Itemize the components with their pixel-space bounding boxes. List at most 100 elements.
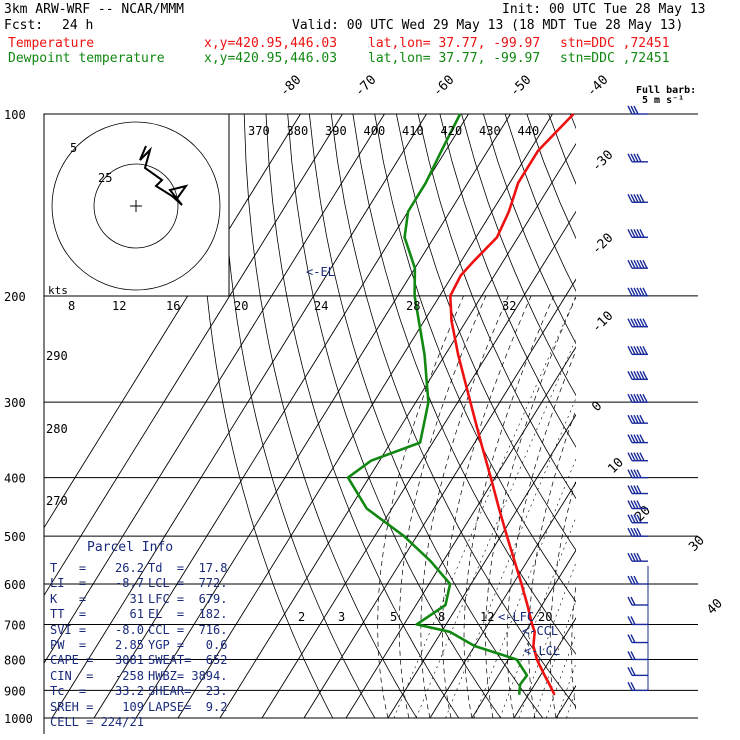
parcel-info-left: SVI = -8.0 — [50, 622, 144, 637]
wind-barb — [627, 371, 648, 381]
barb-flag — [633, 527, 639, 537]
wind-barb — [627, 634, 648, 644]
temperature-profile — [449, 113, 575, 696]
barb-flag — [639, 259, 645, 269]
dry-adiabat — [265, 114, 460, 719]
theta-label: 400 — [364, 124, 386, 138]
barb-flag — [627, 634, 633, 643]
barb-flag — [630, 287, 636, 297]
barb-flag — [639, 434, 645, 443]
wind-barbs — [627, 105, 649, 692]
temperature-legend: Temperature — [8, 36, 95, 51]
barb-flag — [633, 259, 639, 269]
barb-flag — [627, 414, 633, 424]
theta-label: 390 — [325, 124, 347, 138]
barb-flag — [627, 153, 633, 163]
pressure-tick-label: 700 — [4, 618, 26, 632]
wind-barb — [627, 651, 648, 661]
barb-flag — [633, 393, 639, 403]
theta-label: 440 — [518, 124, 540, 138]
moist-adiabat — [442, 295, 532, 719]
barb-flag — [627, 527, 633, 537]
wind-barb — [627, 500, 648, 510]
barb-flag — [630, 434, 636, 443]
isotherm-line — [640, 114, 740, 718]
temperature-latlon: lat,lon= 37.77, -99.97 — [368, 36, 541, 51]
parcel-info-right: EL = 182. — [148, 607, 228, 622]
dry-adiabat — [439, 114, 576, 448]
mixing-ratio-label: 3 — [338, 610, 345, 624]
mixing-ratio-label: 12 — [480, 610, 494, 624]
mixing-ratio-label: 8 — [68, 299, 75, 313]
barb-flag — [636, 371, 642, 380]
skewt-grid — [43, 113, 740, 734]
barb-flag — [627, 616, 633, 625]
barb-flag — [633, 514, 639, 524]
barb-flag — [630, 228, 636, 238]
barb-flag — [630, 527, 636, 537]
barb-flag — [627, 596, 633, 606]
wind-barb — [627, 616, 648, 626]
mixing-ratio-label: 5 — [390, 610, 397, 624]
pressure-tick-label: 900 — [4, 684, 26, 698]
barb-flag — [639, 371, 645, 380]
isotherm-line — [177, 114, 553, 719]
barb-flag — [636, 346, 642, 355]
moist-adiabat — [463, 295, 555, 719]
dry-adiabat — [199, 114, 334, 719]
barb-flag — [633, 105, 639, 115]
theta-label: 410 — [402, 124, 424, 138]
moist-adiabat — [549, 478, 576, 719]
barb-flag — [627, 682, 633, 691]
dewpoint-latlon: lat,lon= 37.77, -99.97 — [368, 51, 541, 66]
wind-barb — [627, 228, 648, 238]
wind-barb — [627, 552, 648, 562]
barb-flag — [636, 393, 642, 403]
mixing-ratio-line — [546, 632, 576, 719]
moist-adiabat — [528, 408, 576, 719]
isotherm-line — [44, 114, 385, 665]
barb-flag — [636, 500, 642, 509]
pressure-tick-label: 100 — [4, 108, 26, 122]
wind-barb — [627, 346, 648, 356]
wind-barb — [627, 153, 648, 163]
mixing-ratio-line — [415, 338, 576, 719]
parcel-info-right: SWEAT= 652 — [148, 653, 228, 668]
barb-flag — [636, 527, 642, 537]
wind-barb — [627, 469, 648, 479]
pressure-tick-label: 300 — [4, 396, 26, 410]
isotherm-label: -30 — [589, 148, 616, 175]
wind-barb — [627, 105, 648, 115]
pressure-tick-label: 600 — [4, 578, 26, 592]
pressure-tick-label: 400 — [4, 472, 26, 486]
level-annotation: <-CCL — [522, 624, 558, 638]
isotherm-label: -50 — [507, 73, 534, 100]
theta-e-label: 270 — [46, 494, 68, 508]
barb-flag — [630, 651, 636, 660]
barb-flag — [642, 371, 648, 380]
mixing-ratio-label: 32 — [502, 299, 516, 313]
parcel-info-left: CELL = 224/21 — [50, 715, 144, 729]
dry-adiabat — [569, 114, 576, 130]
wind-barb — [627, 393, 648, 403]
barb-flag — [633, 434, 639, 443]
barb-flag — [630, 634, 636, 643]
barb-flag — [627, 318, 633, 328]
dewpoint-profile — [346, 113, 529, 695]
parcel-info-right: YGP = 0.6 — [148, 638, 228, 652]
parcel-info-right: Td = 17.8 — [148, 561, 228, 575]
barb-flag — [627, 393, 633, 403]
parcel-info-left: T = 26.2 — [50, 561, 144, 575]
pressure-tick-label: 500 — [4, 530, 26, 544]
barb-flag — [636, 469, 642, 478]
isotherm-line — [598, 114, 740, 718]
isotherm-label: 0 — [589, 399, 605, 415]
barb-flag — [627, 434, 633, 443]
isotherm-line — [93, 114, 469, 719]
barb-flag — [630, 393, 636, 403]
barb-flag — [630, 259, 636, 269]
barb-flag — [642, 393, 648, 403]
mixing-ratio-label: 2 — [298, 610, 305, 624]
isotherm-line — [51, 114, 427, 719]
dry-adiabat — [636, 114, 740, 718]
